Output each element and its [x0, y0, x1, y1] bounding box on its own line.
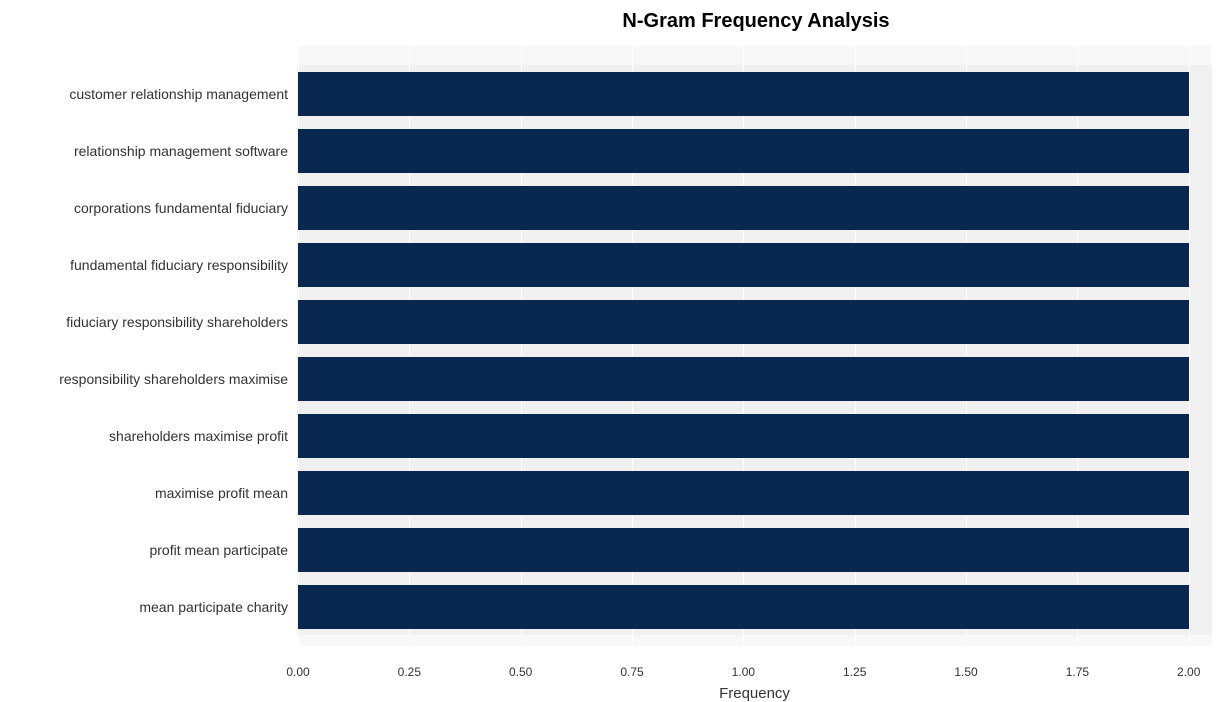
- bar: [298, 414, 1189, 458]
- x-tick-label: 0.25: [398, 665, 421, 679]
- bar: [298, 528, 1189, 572]
- x-tick-label: 1.00: [732, 665, 755, 679]
- y-tick-label: profit mean participate: [149, 542, 288, 558]
- vgrid-line: [1189, 46, 1190, 646]
- bar: [298, 129, 1189, 173]
- y-tick-label: customer relationship management: [69, 86, 288, 102]
- x-tick-label: 1.25: [843, 665, 866, 679]
- ngram-chart: N-Gram Frequency Analysis customer relat…: [10, 10, 1217, 691]
- y-tick-label: fiduciary responsibility shareholders: [66, 314, 288, 330]
- bar: [298, 471, 1189, 515]
- y-tick-label: corporations fundamental fiduciary: [74, 200, 288, 216]
- plot-area: [298, 46, 1211, 646]
- y-tick-label: maximise profit mean: [155, 485, 288, 501]
- x-tick-label: 1.75: [1066, 665, 1089, 679]
- bar: [298, 585, 1189, 629]
- y-tick-label: relationship management software: [74, 143, 288, 159]
- y-tick-label: fundamental fiduciary responsibility: [70, 257, 288, 273]
- x-axis-label: Frequency: [298, 685, 1211, 702]
- bar: [298, 300, 1189, 344]
- y-tick-label: shareholders maximise profit: [109, 428, 288, 444]
- y-axis-labels: customer relationship management relation…: [10, 46, 288, 646]
- y-tick-label: responsibility shareholders maximise: [59, 371, 288, 387]
- bar: [298, 186, 1189, 230]
- chart-title: N-Gram Frequency Analysis: [10, 10, 1217, 33]
- x-tick-label: 1.50: [954, 665, 977, 679]
- x-tick-label: 0.50: [509, 665, 532, 679]
- bar: [298, 72, 1189, 116]
- x-tick-label: 0.00: [286, 665, 309, 679]
- y-tick-label: mean participate charity: [139, 599, 288, 615]
- bar: [298, 357, 1189, 401]
- x-tick-label: 0.75: [620, 665, 643, 679]
- bar: [298, 243, 1189, 287]
- x-tick-label: 2.00: [1177, 665, 1200, 679]
